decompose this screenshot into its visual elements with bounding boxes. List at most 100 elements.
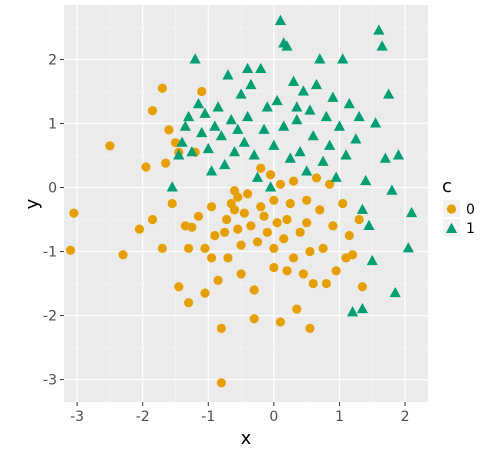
point-series-1 [245,78,257,90]
point-series-1 [205,165,218,176]
legend-key-0 [446,204,457,214]
point-series-0 [279,234,289,244]
point-series-0 [210,230,220,241]
point-series-0 [105,141,115,151]
point-series-0 [308,278,318,289]
point-series-0 [193,211,204,221]
point-series-0 [213,275,223,285]
point-series-1 [186,146,198,157]
point-series-0 [223,253,233,263]
point-series-1 [406,206,418,218]
point-series-1 [278,37,290,48]
point-series-0 [65,245,76,255]
x-tick-label: -2 [136,409,150,425]
point-series-1 [340,149,352,160]
point-series-1 [189,53,201,64]
point-series-0 [256,163,266,173]
point-series-0 [216,378,227,388]
point-series-1 [314,53,326,64]
legend-label-0: 0 [466,202,475,218]
point-series-1 [255,62,267,74]
point-series-0 [197,86,207,97]
point-series-1 [215,130,227,141]
point-series-1 [301,165,313,176]
point-series-0 [338,198,348,209]
point-series-1 [258,123,270,134]
point-series-1 [369,117,382,128]
point-series-0 [305,323,315,333]
point-series-1 [242,110,254,122]
point-series-1 [261,101,273,112]
point-series-1 [291,101,303,112]
point-series-1 [294,146,306,157]
point-series-1 [284,152,296,163]
point-series-1 [363,219,375,230]
point-series-0 [243,189,253,199]
point-series-0 [282,266,292,276]
point-series-1 [307,130,319,141]
point-series-0 [272,218,282,228]
x-tick-label: -1 [201,409,215,425]
point-series-0 [239,208,249,218]
point-series-0 [331,266,341,276]
point-series-0 [157,243,167,253]
point-series-0 [252,237,263,247]
point-series-0 [275,317,286,327]
point-series-0 [269,195,279,205]
point-series-0 [229,205,240,215]
point-series-1 [183,110,195,122]
point-series-0 [236,269,246,279]
point-series-1 [346,306,359,317]
point-series-0 [344,230,354,241]
point-series-0 [233,224,243,234]
legend-key-1 [445,222,458,234]
point-series-1 [392,149,405,160]
point-series-1 [274,14,287,26]
point-series-1 [343,98,355,109]
point-series-1 [287,75,300,86]
point-series-1 [373,24,385,35]
point-series-1 [356,203,368,214]
point-series-0 [249,285,259,295]
point-series-1 [222,69,234,80]
point-series-0 [141,162,151,172]
point-series-0 [200,288,210,298]
point-series-1 [389,286,401,298]
point-series-0 [302,218,312,228]
grid-minor [64,5,428,402]
point-series-0 [184,243,194,253]
point-series-0 [325,179,335,189]
point-series-0 [275,179,286,189]
point-series-1 [402,242,414,253]
point-series-1 [225,114,237,125]
point-series-1 [386,184,398,195]
point-series-0 [167,198,177,209]
point-series-0 [164,125,174,135]
y-tick-label: -2 [43,309,57,325]
point-series-0 [161,158,171,168]
point-series-1 [238,136,250,147]
point-series-0 [236,240,246,250]
point-series-1 [353,110,365,122]
point-series-1 [166,181,178,192]
point-series-1 [196,126,208,138]
point-series-0 [354,214,364,225]
point-series-1 [251,171,264,182]
point-series-1 [304,104,316,115]
point-series-0 [288,176,299,186]
point-series-0 [157,83,167,93]
point-series-1 [360,174,372,186]
point-series-0 [222,214,232,225]
point-series-0 [269,243,279,253]
point-series-0 [147,214,158,225]
y-tick-label: -3 [43,373,57,389]
x-tick-label: -3 [70,409,84,425]
point-series-1 [271,94,283,106]
point-series-1 [333,120,346,131]
legend-title: c [442,176,452,197]
point-series-1 [209,120,221,131]
point-series-1 [268,139,280,150]
point-series-0 [357,282,368,292]
point-series-0 [246,221,256,231]
point-series-0 [233,192,243,202]
